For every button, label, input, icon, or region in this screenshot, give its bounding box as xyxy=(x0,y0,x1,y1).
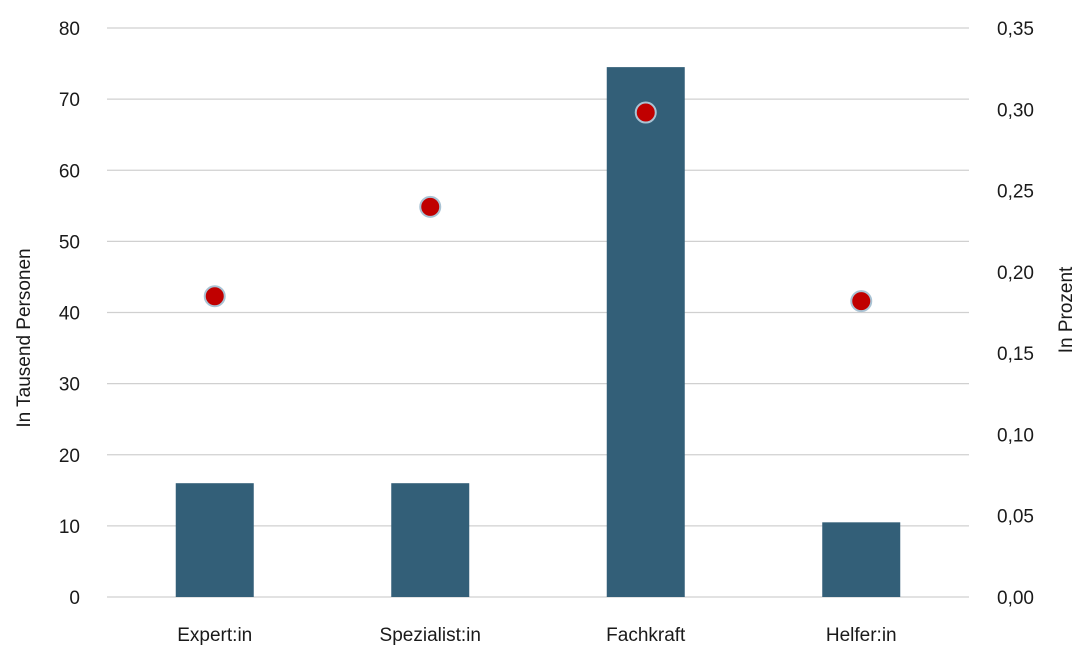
left-tick-label: 70 xyxy=(59,90,80,111)
right-tick-label: 0,20 xyxy=(997,263,1034,284)
point-series xyxy=(203,101,873,313)
x-tick-label: Expert:in xyxy=(177,625,252,645)
data-point xyxy=(419,195,442,218)
data-point xyxy=(850,290,873,313)
right-tick-label: 0,25 xyxy=(997,182,1034,203)
bar xyxy=(175,483,254,597)
left-axis-ticks: 0 10 20 30 40 50 60 70 80 xyxy=(59,19,80,609)
right-tick-label: 0,15 xyxy=(997,344,1034,365)
bar xyxy=(822,522,901,597)
right-axis-label: In Prozent xyxy=(1056,266,1077,353)
left-axis-label: In Tausend Personen xyxy=(14,248,35,427)
left-tick-label: 60 xyxy=(59,161,80,182)
x-tick-label: Spezialist:in xyxy=(380,625,481,645)
data-point xyxy=(203,285,226,308)
right-tick-label: 0,05 xyxy=(997,507,1034,528)
left-tick-label: 30 xyxy=(59,375,80,396)
left-tick-label: 20 xyxy=(59,446,80,467)
x-axis-ticks: Expert:in Spezialist:in Fachkraft Helfer:in xyxy=(177,625,896,645)
x-tick-label: Helfer:in xyxy=(826,625,897,645)
bar-series xyxy=(175,67,901,597)
right-axis-ticks: 0,00 0,05 0,10 0,15 0,20 0,25 0,30 0,35 xyxy=(997,19,1034,609)
left-tick-label: 50 xyxy=(59,232,80,253)
bar xyxy=(606,67,685,597)
data-point xyxy=(634,101,657,124)
right-tick-label: 0,10 xyxy=(997,425,1034,446)
right-tick-label: 0,30 xyxy=(997,100,1034,121)
bar xyxy=(391,483,470,597)
left-tick-label: 80 xyxy=(59,19,80,40)
right-tick-label: 0,00 xyxy=(997,588,1034,609)
x-tick-label: Fachkraft xyxy=(606,625,686,645)
left-tick-label: 0 xyxy=(69,588,80,609)
left-tick-label: 10 xyxy=(59,517,80,538)
left-tick-label: 40 xyxy=(59,304,80,325)
right-tick-label: 0,35 xyxy=(997,19,1034,40)
